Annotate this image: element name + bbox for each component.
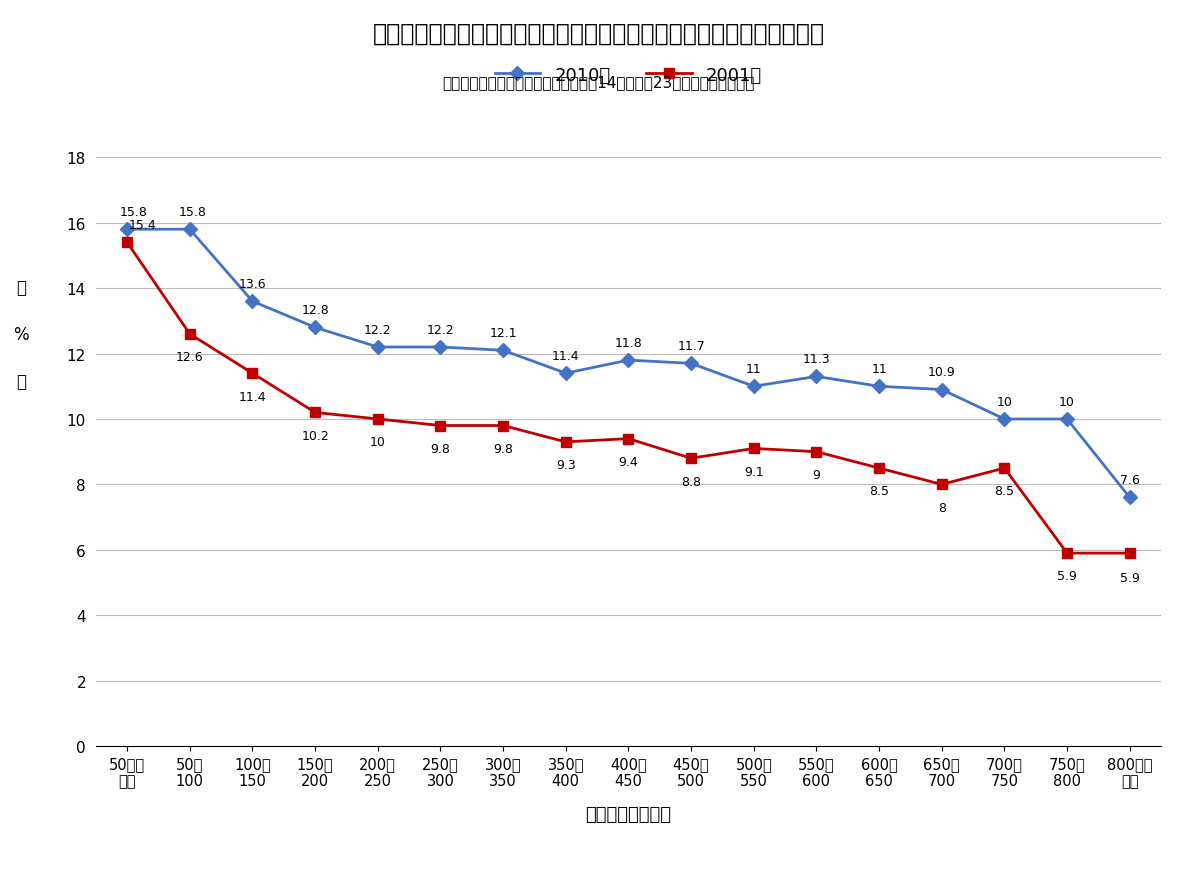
Text: %: % (13, 326, 29, 343)
2001年 (371, 414, 385, 425)
Text: 9.8: 9.8 (493, 443, 514, 456)
2001年 (997, 464, 1011, 474)
Text: 12.6: 12.6 (176, 351, 203, 363)
Text: 10: 10 (996, 395, 1013, 408)
2001年 (871, 464, 886, 474)
2001年 (120, 238, 134, 248)
Text: 10: 10 (370, 435, 385, 449)
Text: 8: 8 (937, 501, 946, 515)
Text: 11: 11 (746, 363, 761, 376)
Text: 12.2: 12.2 (426, 323, 454, 336)
2010年 (1123, 493, 1137, 503)
2010年 (120, 225, 134, 235)
2010年 (245, 297, 260, 307)
Text: 11.4: 11.4 (238, 390, 266, 403)
2001年 (245, 369, 260, 379)
Text: 11.8: 11.8 (614, 336, 643, 349)
2010年 (683, 359, 698, 370)
Text: 11.4: 11.4 (552, 349, 579, 363)
2010年 (1059, 414, 1074, 425)
Text: 8.5: 8.5 (995, 485, 1014, 498)
2001年 (496, 421, 510, 431)
2001年 (683, 453, 698, 464)
2010年 (809, 371, 824, 382)
Legend: 2010年, 2001年: 2010年, 2001年 (494, 67, 762, 85)
2001年 (183, 329, 198, 340)
Text: 5.9: 5.9 (1057, 570, 1077, 583)
Text: 12.8: 12.8 (302, 304, 329, 317)
2001年 (747, 443, 761, 454)
Text: （: （ (17, 278, 26, 297)
2010年 (747, 382, 761, 392)
Text: 9: 9 (813, 469, 820, 481)
Text: 8.8: 8.8 (681, 475, 701, 488)
Line: 2010年: 2010年 (122, 225, 1135, 503)
Text: 8.5: 8.5 (869, 485, 889, 498)
2001年 (935, 479, 949, 490)
2001年 (621, 434, 636, 444)
Text: 等価当初所得にたいする社会保険料拠出の比率（等価当初所得階級別）: 等価当初所得にたいする社会保険料拠出の比率（等価当初所得階級別） (372, 22, 825, 46)
2001年 (1059, 548, 1074, 558)
Text: 12.2: 12.2 (364, 323, 391, 336)
2001年 (308, 407, 322, 418)
Text: 15.8: 15.8 (180, 205, 207, 219)
Text: 11.3: 11.3 (803, 353, 831, 365)
Text: 9.4: 9.4 (619, 456, 638, 469)
Line: 2001年: 2001年 (122, 238, 1135, 558)
2010年 (433, 342, 448, 353)
Text: 15.8: 15.8 (120, 205, 147, 219)
2010年 (621, 356, 636, 366)
2010年 (935, 385, 949, 395)
X-axis label: 等価当初所得階級: 等価当初所得階級 (585, 805, 672, 823)
2010年 (308, 323, 322, 334)
2010年 (371, 342, 385, 353)
Text: 11.7: 11.7 (678, 340, 705, 352)
Text: 5.9: 5.9 (1120, 572, 1140, 585)
Text: 9.3: 9.3 (555, 458, 576, 471)
Text: 15.4: 15.4 (129, 219, 157, 232)
Text: 9.8: 9.8 (431, 443, 450, 456)
2001年 (1123, 548, 1137, 558)
Text: 9.1: 9.1 (743, 465, 764, 479)
2001年 (809, 447, 824, 457)
2010年 (183, 225, 198, 235)
Text: 13.6: 13.6 (238, 277, 266, 291)
Text: 11: 11 (871, 363, 887, 376)
2010年 (871, 382, 886, 392)
2001年 (433, 421, 448, 431)
Text: 10.2: 10.2 (302, 429, 329, 443)
Text: 12.1: 12.1 (490, 327, 517, 340)
Text: 10: 10 (1059, 395, 1075, 408)
2001年 (559, 437, 573, 448)
2010年 (997, 414, 1011, 425)
Text: ）: ） (17, 372, 26, 391)
2010年 (559, 369, 573, 379)
Text: 出所：『所得再分配調査報告書』平成14年、平成23年より大沢真理作成: 出所：『所得再分配調査報告書』平成14年、平成23年より大沢真理作成 (443, 75, 754, 90)
2010年 (496, 346, 510, 356)
Text: 7.6: 7.6 (1120, 473, 1140, 486)
Text: 10.9: 10.9 (928, 365, 955, 378)
